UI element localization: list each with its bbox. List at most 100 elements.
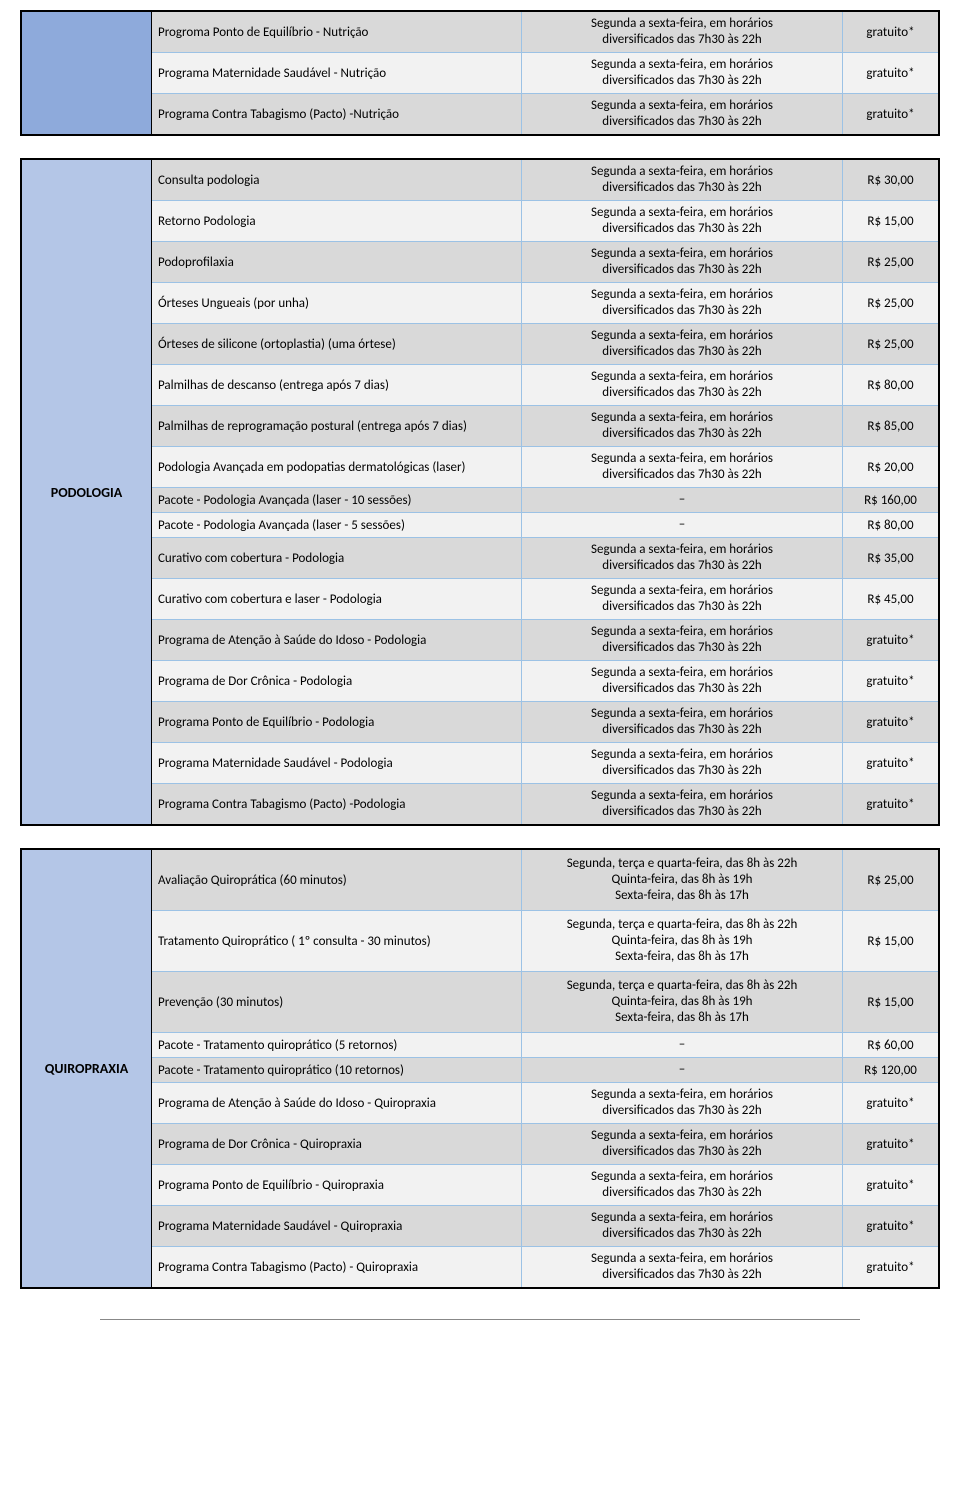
service-price: R$ 45,00 bbox=[843, 579, 938, 619]
service-price: R$ 25,00 bbox=[843, 850, 938, 910]
service-name: Retorno Podologia bbox=[152, 201, 522, 241]
service-schedule: Segunda a sexta-feira, em horários diver… bbox=[522, 1247, 843, 1287]
footer-divider bbox=[100, 1319, 860, 1320]
table-row: Progroma Ponto de Equilíbrio - NutriçãoS… bbox=[152, 12, 938, 52]
service-price: R$ 20,00 bbox=[843, 447, 938, 487]
service-name: Podoprofilaxia bbox=[152, 242, 522, 282]
service-schedule: Segunda a sexta-feira, em horários diver… bbox=[522, 447, 843, 487]
service-schedule: Segunda a sexta-feira, em horários diver… bbox=[522, 1165, 843, 1205]
service-schedule: Segunda a sexta-feira, em horários diver… bbox=[522, 12, 843, 52]
service-name: Programa de Dor Crônica - Quiropraxia bbox=[152, 1124, 522, 1164]
table-row: Programa Contra Tabagismo (Pacto) -Podol… bbox=[152, 783, 938, 824]
table-row: Programa de Dor Crônica - PodologiaSegun… bbox=[152, 660, 938, 701]
service-schedule: Segunda a sexta-feira, em horários diver… bbox=[522, 160, 843, 200]
table-row: Programa de Dor Crônica - QuiropraxiaSeg… bbox=[152, 1123, 938, 1164]
category-label-nutricao bbox=[22, 12, 152, 134]
table-row: Programa Ponto de Equilíbrio - Podologia… bbox=[152, 701, 938, 742]
service-schedule: Segunda, terça e quarta-feira, das 8h às… bbox=[522, 972, 843, 1032]
service-name: Programa Contra Tabagismo (Pacto) - Quir… bbox=[152, 1247, 522, 1287]
table-row: Palmilhas de reprogramação postural (ent… bbox=[152, 405, 938, 446]
table-row: Pacote - Tratamento quiroprático (5 reto… bbox=[152, 1032, 938, 1057]
service-name: Curativo com cobertura - Podologia bbox=[152, 538, 522, 578]
service-price: R$ 15,00 bbox=[843, 972, 938, 1032]
service-price: gratuito* bbox=[843, 784, 938, 824]
category-label-podologia: PODOLOGIA bbox=[22, 160, 152, 824]
service-name: Programa Contra Tabagismo (Pacto) -Podol… bbox=[152, 784, 522, 824]
service-schedule: Segunda a sexta-feira, em horários diver… bbox=[522, 620, 843, 660]
service-name: Programa Ponto de Equilíbrio - Podologia bbox=[152, 702, 522, 742]
service-schedule: Segunda a sexta-feira, em horários diver… bbox=[522, 661, 843, 701]
services-pricing-table: Progroma Ponto de Equilíbrio - NutriçãoS… bbox=[20, 10, 940, 1289]
table-row: Pacote - Podologia Avançada (laser - 10 … bbox=[152, 487, 938, 512]
service-schedule: Segunda a sexta-feira, em horários diver… bbox=[522, 1083, 843, 1123]
table-row: Programa Maternidade Saudável - Podologi… bbox=[152, 742, 938, 783]
service-schedule: Segunda a sexta-feira, em horários diver… bbox=[522, 1124, 843, 1164]
service-schedule: Segunda a sexta-feira, em horários diver… bbox=[522, 94, 843, 134]
service-name: Pacote - Tratamento quiroprático (10 ret… bbox=[152, 1058, 522, 1082]
table-row: Programa Maternidade Saudável - Quiropra… bbox=[152, 1205, 938, 1246]
service-name: Programa Contra Tabagismo (Pacto) -Nutri… bbox=[152, 94, 522, 134]
table-row: Tratamento Quiroprático ( 1º consulta - … bbox=[152, 910, 938, 971]
service-price: gratuito* bbox=[843, 1083, 938, 1123]
table-row: Podologia Avançada em podopatias dermato… bbox=[152, 446, 938, 487]
table-row: Órteses de silicone (ortoplastia) (uma ó… bbox=[152, 323, 938, 364]
service-price: R$ 25,00 bbox=[843, 283, 938, 323]
table-row: Avaliação Quiroprática (60 minutos)Segun… bbox=[152, 850, 938, 910]
service-price: gratuito* bbox=[843, 743, 938, 783]
service-name: Órteses Ungueais (por unha) bbox=[152, 283, 522, 323]
table-row: Prevenção (30 minutos)Segunda, terça e q… bbox=[152, 971, 938, 1032]
service-name: Programa Maternidade Saudável - Nutrição bbox=[152, 53, 522, 93]
service-price: R$ 80,00 bbox=[843, 365, 938, 405]
service-price: gratuito* bbox=[843, 620, 938, 660]
service-name: Podologia Avançada em podopatias dermato… bbox=[152, 447, 522, 487]
table-row: Programa Maternidade Saudável - Nutrição… bbox=[152, 52, 938, 93]
service-price: gratuito* bbox=[843, 702, 938, 742]
service-price: R$ 25,00 bbox=[843, 324, 938, 364]
section-nutricao: Progroma Ponto de Equilíbrio - NutriçãoS… bbox=[20, 10, 940, 136]
table-row: Curativo com cobertura - PodologiaSegund… bbox=[152, 537, 938, 578]
service-name: Progroma Ponto de Equilíbrio - Nutrição bbox=[152, 12, 522, 52]
service-price: gratuito* bbox=[843, 1165, 938, 1205]
service-price: gratuito* bbox=[843, 1206, 938, 1246]
table-row: Pacote - Podologia Avançada (laser - 5 s… bbox=[152, 512, 938, 537]
service-schedule: Segunda a sexta-feira, em horários diver… bbox=[522, 324, 843, 364]
service-price: R$ 25,00 bbox=[843, 242, 938, 282]
table-row: Consulta podologiaSegunda a sexta-feira,… bbox=[152, 160, 938, 200]
service-schedule: Segunda a sexta-feira, em horários diver… bbox=[522, 406, 843, 446]
service-name: Palmilhas de reprogramação postural (ent… bbox=[152, 406, 522, 446]
service-schedule: Segunda a sexta-feira, em horários diver… bbox=[522, 1206, 843, 1246]
service-price: gratuito* bbox=[843, 94, 938, 134]
service-name: Programa de Dor Crônica - Podologia bbox=[152, 661, 522, 701]
service-price: R$ 60,00 bbox=[843, 1033, 938, 1057]
service-schedule: Segunda a sexta-feira, em horários diver… bbox=[522, 53, 843, 93]
service-price: R$ 30,00 bbox=[843, 160, 938, 200]
table-row: Órteses Ungueais (por unha)Segunda a sex… bbox=[152, 282, 938, 323]
service-price: R$ 35,00 bbox=[843, 538, 938, 578]
service-price: R$ 15,00 bbox=[843, 201, 938, 241]
service-schedule: Segunda, terça e quarta-feira, das 8h às… bbox=[522, 911, 843, 971]
service-price: gratuito* bbox=[843, 661, 938, 701]
service-schedule: Segunda a sexta-feira, em horários diver… bbox=[522, 365, 843, 405]
table-row: Retorno PodologiaSegunda a sexta-feira, … bbox=[152, 200, 938, 241]
service-schedule: – bbox=[522, 488, 843, 512]
table-row: Programa de Atenção à Saúde do Idoso - P… bbox=[152, 619, 938, 660]
service-schedule: Segunda a sexta-feira, em horários diver… bbox=[522, 784, 843, 824]
service-price: R$ 120,00 bbox=[843, 1058, 938, 1082]
service-schedule: Segunda a sexta-feira, em horários diver… bbox=[522, 283, 843, 323]
service-name: Programa Ponto de Equilíbrio - Quiroprax… bbox=[152, 1165, 522, 1205]
table-row: Programa Contra Tabagismo (Pacto) -Nutri… bbox=[152, 93, 938, 134]
table-row: Curativo com cobertura e laser - Podolog… bbox=[152, 578, 938, 619]
service-price: R$ 80,00 bbox=[843, 513, 938, 537]
service-name: Programa Maternidade Saudável - Quiropra… bbox=[152, 1206, 522, 1246]
table-row: Pacote - Tratamento quiroprático (10 ret… bbox=[152, 1057, 938, 1082]
service-price: gratuito* bbox=[843, 1124, 938, 1164]
service-schedule: Segunda a sexta-feira, em horários diver… bbox=[522, 242, 843, 282]
service-price: R$ 15,00 bbox=[843, 911, 938, 971]
table-row: Programa Ponto de Equilíbrio - Quiroprax… bbox=[152, 1164, 938, 1205]
service-name: Palmilhas de descanso (entrega após 7 di… bbox=[152, 365, 522, 405]
rows-container: Progroma Ponto de Equilíbrio - NutriçãoS… bbox=[152, 12, 938, 134]
section-podologia: PODOLOGIAConsulta podologiaSegunda a sex… bbox=[20, 158, 940, 826]
table-row: Palmilhas de descanso (entrega após 7 di… bbox=[152, 364, 938, 405]
rows-container: Avaliação Quiroprática (60 minutos)Segun… bbox=[152, 850, 938, 1287]
service-name: Prevenção (30 minutos) bbox=[152, 972, 522, 1032]
